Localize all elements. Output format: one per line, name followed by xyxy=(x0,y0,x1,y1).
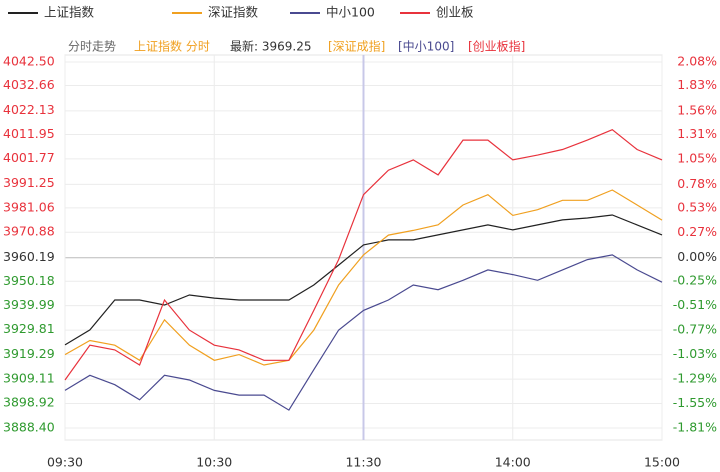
header-link[interactable]: [中小100] xyxy=(398,39,454,54)
y-tick-label: 3929.81 xyxy=(3,321,55,336)
y2-tick-label: 1.31% xyxy=(677,126,717,141)
y2-tick-label: -1.29% xyxy=(673,371,717,386)
y2-tick-label: -0.77% xyxy=(673,322,717,337)
y-tick-label: 3960.19 xyxy=(3,249,55,264)
y-tick-label: 3919.29 xyxy=(3,346,55,361)
header-latest: 最新: 3969.25 xyxy=(230,39,311,54)
y2-tick-label: 0.27% xyxy=(677,224,717,239)
y2-tick-label: -1.81% xyxy=(673,420,717,435)
series-line xyxy=(64,254,663,411)
series-line xyxy=(64,189,663,366)
y2-tick-label: -0.51% xyxy=(673,297,717,312)
y2-tick-label: -1.55% xyxy=(673,395,717,410)
legend-label: 上证指数 xyxy=(44,5,95,20)
y-tick-label: 4022.13 xyxy=(3,102,55,117)
y2-tick-label: 1.05% xyxy=(677,150,717,165)
x-tick-label: 09:30 xyxy=(47,455,83,470)
y2-tick-label: 2.08% xyxy=(677,54,717,69)
y2-tick-label: -1.03% xyxy=(673,346,717,361)
header-index: 上证指数 分时 xyxy=(134,39,210,54)
y-tick-label: 3981.06 xyxy=(3,199,55,214)
y2-tick-label: -0.25% xyxy=(673,273,717,288)
y-tick-label: 3888.40 xyxy=(3,420,55,435)
y2-tick-label: 1.83% xyxy=(677,77,717,92)
y-tick-label: 4042.50 xyxy=(3,54,55,69)
y-tick-label: 3909.11 xyxy=(3,370,55,385)
header-mode[interactable]: 分时走势 xyxy=(68,40,116,54)
y-tick-label: 4001.77 xyxy=(3,150,55,165)
y2-tick-label: 0.00% xyxy=(677,249,717,264)
x-tick-label: 14:00 xyxy=(495,455,531,470)
x-tick-label: 15:00 xyxy=(644,455,680,470)
header-link[interactable]: [深证成指] xyxy=(328,39,385,54)
y2-tick-label: 0.53% xyxy=(677,199,717,214)
y-tick-label: 3950.18 xyxy=(3,273,55,288)
y-tick-label: 3970.88 xyxy=(3,224,55,239)
y-tick-label: 3991.25 xyxy=(3,175,55,190)
series-line xyxy=(64,214,663,346)
legend-label: 中小100 xyxy=(326,5,375,20)
x-tick-label: 11:30 xyxy=(345,455,381,470)
y-tick-label: 3939.99 xyxy=(3,297,55,312)
legend-label: 创业板 xyxy=(436,5,474,20)
y-tick-label: 3898.92 xyxy=(3,395,55,410)
legend-label: 深证指数 xyxy=(208,5,259,20)
y2-tick-label: 1.56% xyxy=(677,102,717,117)
series-line xyxy=(64,129,663,381)
header-link[interactable]: [创业板指] xyxy=(468,39,525,54)
y-tick-label: 4011.95 xyxy=(3,126,55,141)
x-tick-label: 10:30 xyxy=(196,455,232,470)
y2-tick-label: 0.78% xyxy=(677,176,717,191)
y-tick-label: 4032.66 xyxy=(3,77,55,92)
